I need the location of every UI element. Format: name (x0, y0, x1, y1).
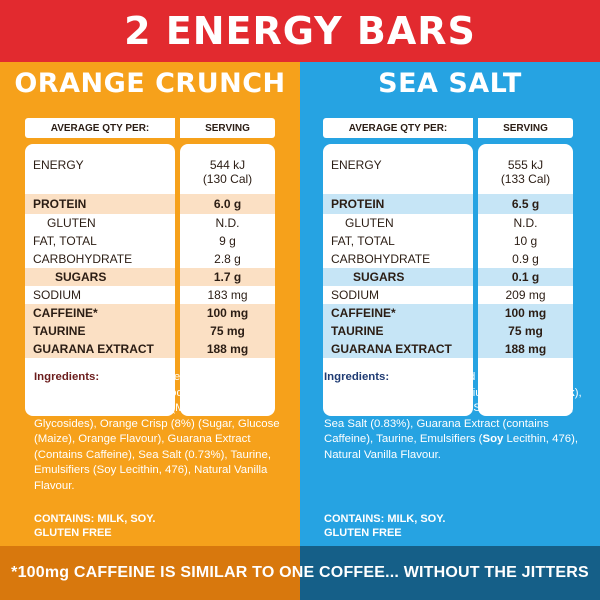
nutrient-label-energy: ENERGY (331, 158, 382, 172)
ingredients-label: Ingredients: (34, 371, 100, 383)
nutrient-label-gluten: GLUTEN (345, 216, 394, 230)
contains-text: CONTAINS: MILK, SOY. (324, 513, 446, 525)
page-title: 2 ENERGY BARS (0, 0, 600, 62)
ingredients-label: Ingredients: (324, 371, 390, 383)
nutrient-label-protein: PROTEIN (323, 194, 473, 214)
energy-kj: 544 kJ (209, 158, 246, 172)
nutrient-label-fat-total: FAT, TOTAL (33, 234, 97, 248)
nutrient-label-caffeine: CAFFEINE* (323, 304, 473, 322)
nutrient-value-carbohydrate: 0.9 g (512, 252, 539, 266)
nutrition-table-header: AVERAGE QTY PER: SERVING (323, 118, 573, 138)
sea-salt-panel: SEA SALT AVERAGE QTY PER: SERVING ENERGY… (300, 62, 600, 546)
nutrient-label-energy: ENERGY (33, 158, 84, 172)
nutrient-label-sodium: SODIUM (331, 288, 379, 302)
nutrient-value-fat-total: 10 g (513, 234, 538, 248)
nutrient-value-gluten: N.D. (215, 216, 240, 230)
nutrient-label-carbohydrate: CARBOHYDRATE (331, 252, 431, 266)
nutrient-value-sugars: 0.1 g (478, 268, 573, 286)
allergen-block: CONTAINS: MILK, SOY. GLUTEN FREE (34, 512, 155, 540)
nutrient-label-fat-total: FAT, TOTAL (331, 234, 395, 248)
ingredient-segment: Lecithin, 476), Natural Vanilla Flavour. (324, 433, 579, 461)
nutrient-value-energy: 544 kJ (130 Cal) (180, 150, 275, 194)
serving-header: SERVING (503, 122, 548, 134)
gluten-free-text: GLUTEN FREE (34, 527, 112, 539)
nutrient-label-sugars: SUGARS (25, 268, 175, 286)
nutrient-value-guarana-extract: 188 mg (478, 340, 573, 358)
energy-cal: (130 Cal) (202, 172, 253, 186)
nutrient-value-guarana-extract: 188 mg (180, 340, 275, 358)
nutrient-value-energy: 555 kJ (133 Cal) (478, 150, 573, 194)
nutrition-table: ENERGY PROTEIN GLUTEN FAT, TOTAL CARBOHYDRAT… (25, 144, 275, 416)
nutrient-value-sodium: 183 mg (207, 288, 248, 302)
ingredient-segment: ), Natural Sweeteners (Maltitol, Steviol… (324, 386, 582, 446)
nutrient-label-column: ENERGY PROTEIN GLUTEN FAT, TOTAL CARBOHYDRAT… (25, 144, 175, 416)
nutrient-label-caffeine: CAFFEINE* (25, 304, 175, 322)
ingredients-body: Protein Enriched Dark Chocolate (Cocoa S… (34, 371, 280, 492)
contains-text: CONTAINS: MILK, SOY. (34, 513, 156, 525)
nutrient-value-column: 555 kJ (133 Cal) 6.5 g N.D. 10 g 0.9 g 0.1 g 20… (478, 144, 573, 416)
nutrition-table: ENERGY PROTEIN GLUTEN FAT, TOTAL CARBOHYDRAT… (323, 144, 573, 416)
qty-header: AVERAGE QTY PER: (348, 122, 448, 134)
nutrient-label-column: ENERGY PROTEIN GLUTEN FAT, TOTAL CARBOHYDRAT… (323, 144, 473, 416)
nutrient-label-protein: PROTEIN (25, 194, 175, 214)
nutrient-label-carbohydrate: CARBOHYDRATE (33, 252, 133, 266)
allergen-block: CONTAINS: MILK, SOY. GLUTEN FREE (324, 512, 445, 540)
nutrient-value-gluten: N.D. (513, 216, 538, 230)
nutrient-value-caffeine: 100 mg (180, 304, 275, 322)
nutrient-label-sodium: SODIUM (33, 288, 81, 302)
gluten-free-text: GLUTEN FREE (324, 527, 402, 539)
nutrient-value-sugars: 1.7 g (180, 268, 275, 286)
ingredients-text: Ingredients: Protein Enriched Dark Choco… (34, 370, 286, 494)
ingredients-body: Protein enriched Dark Chocolate (Cocoa S… (324, 371, 582, 461)
nutrient-value-column: 544 kJ (130 Cal) 6.0 g N.D. 9 g 2.8 g 1.7 g 183… (180, 144, 275, 416)
nutrient-label-gluten: GLUTEN (47, 216, 96, 230)
ingredient-segment: Milk (552, 386, 575, 399)
nutrient-value-protein: 6.0 g (180, 194, 275, 214)
nutrient-label-sugars: SUGARS (323, 268, 473, 286)
nutrient-value-taurine: 75 mg (478, 322, 573, 340)
nutrient-label-guarana-extract: GUARANA EXTRACT (25, 340, 175, 358)
qty-header: AVERAGE QTY PER: (50, 122, 150, 134)
nutrient-label-taurine: TAURINE (25, 322, 175, 340)
nutrient-value-carbohydrate: 2.8 g (214, 252, 241, 266)
nutrient-label-taurine: TAURINE (323, 322, 473, 340)
nutrient-value-protein: 6.5 g (478, 194, 573, 214)
orange-crunch-panel: ORANGE CRUNCH AVERAGE QTY PER: SERVING E… (0, 62, 300, 546)
serving-header: SERVING (205, 122, 250, 134)
ingredient-segment: Soy (482, 433, 504, 445)
nutrient-label-guarana-extract: GUARANA EXTRACT (323, 340, 473, 358)
nutrient-value-sodium: 209 mg (505, 288, 546, 302)
ingredients-text: Ingredients: Protein enriched Dark Choco… (324, 370, 584, 463)
energy-kj: 555 kJ (507, 158, 544, 172)
nutrient-value-caffeine: 100 mg (478, 304, 573, 322)
nutrient-value-fat-total: 9 g (219, 234, 236, 248)
energy-cal: (133 Cal) (500, 172, 551, 186)
product-name: ORANGE CRUNCH (14, 68, 286, 99)
nutrition-table-header: AVERAGE QTY PER: SERVING (25, 118, 275, 138)
product-name: SEA SALT (378, 68, 522, 99)
ingredient-segment: Protein enriched Dark Chocolate (Cocoa S… (324, 371, 557, 399)
caffeine-footer-banner: *100mg CAFFEINE IS SIMILAR TO ONE COFFEE… (0, 546, 600, 600)
nutrient-value-taurine: 75 mg (180, 322, 275, 340)
